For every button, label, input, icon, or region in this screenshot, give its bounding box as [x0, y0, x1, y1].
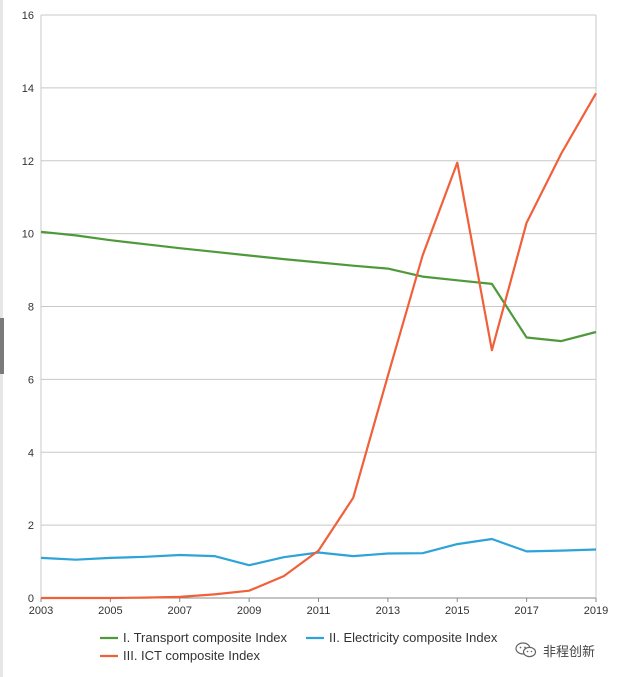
x-tick-label: 2017: [514, 605, 538, 617]
gridlines: [40, 14, 597, 599]
legend-label: II. Electricity composite Index: [329, 630, 498, 645]
series-lines: [40, 92, 597, 600]
x-tick-label: 2011: [307, 605, 331, 617]
x-tick-label: 2007: [168, 605, 192, 617]
y-tick-label: 16: [22, 10, 34, 22]
scroll-handle[interactable]: [0, 318, 4, 374]
y-tick-label: 6: [28, 374, 34, 386]
series-line-3: [41, 92, 597, 600]
x-tick-label: 2019: [584, 605, 608, 617]
x-tick-label: 2005: [98, 605, 122, 617]
series-line-2: [40, 537, 597, 567]
y-tick-label: 4: [28, 447, 34, 459]
y-tick-label: 12: [22, 156, 34, 168]
y-tick-label: 10: [22, 229, 34, 241]
y-tick-label: 8: [28, 302, 34, 314]
wechat-icon: [515, 642, 537, 658]
y-axis-ticks: 0 2 4 6 8 10 12 14 16: [22, 10, 34, 605]
x-tick-label: 2013: [376, 605, 400, 617]
y-tick-label: 14: [22, 83, 34, 95]
x-tick-label: 2009: [237, 605, 261, 617]
watermark-text: 非程创新: [543, 644, 596, 660]
y-tick-label: 2: [28, 520, 34, 532]
legend-label: III. ICT composite Index: [123, 648, 261, 663]
x-tick-label: 2003: [29, 605, 53, 617]
x-axis-ticks: 2003 2005 2007 2009 2011 2013 2015 2017 2019: [29, 598, 608, 617]
legend-label: I. Transport composite Index: [123, 630, 288, 645]
series-line-1: [40, 230, 597, 343]
y-tick-label: 0: [28, 593, 34, 605]
x-tick-label: 2015: [445, 605, 469, 617]
legend: I. Transport composite Index II. Electric…: [100, 630, 498, 663]
watermark: 非程创新: [515, 640, 595, 660]
